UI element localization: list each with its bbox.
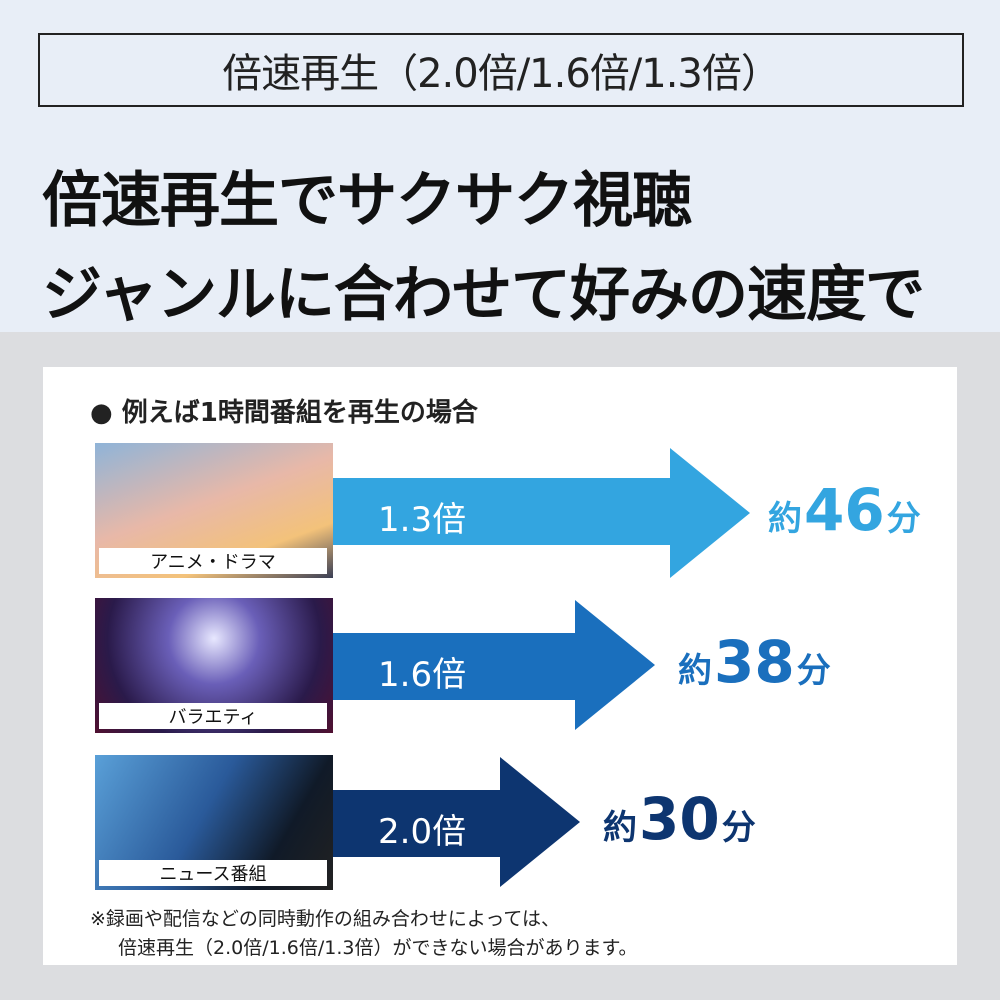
minutes: 30 — [639, 785, 720, 853]
result-time: 約 30 分 — [603, 785, 756, 853]
genre-label: バラエティ — [99, 703, 327, 729]
unit: 分 — [796, 651, 831, 691]
speed-label: 2.0倍 — [378, 812, 467, 852]
news-thumbnail: ニュース番組 — [95, 755, 333, 890]
speed-label: 1.6倍 — [378, 655, 467, 695]
headline-1: 倍速再生でサクサク視聴 — [42, 166, 692, 236]
speed-label: 1.3倍 — [378, 500, 467, 540]
unit: 分 — [721, 808, 756, 848]
anime-drama-thumbnail: アニメ・ドラマ — [95, 443, 333, 578]
headline-2: ジャンルに合わせて好みの速度で — [42, 260, 925, 330]
section-title: ● 例えば1時間番組を再生の場合 — [90, 398, 478, 428]
minutes: 46 — [804, 476, 885, 544]
footnote: ※録画や配信などの同時動作の組み合わせによっては、 倍速再生（2.0倍/1.6倍… — [90, 905, 638, 963]
title-box: 倍速再生（2.0倍/1.6倍/1.3倍） — [38, 33, 964, 107]
unit: 分 — [886, 499, 921, 539]
variety-thumbnail: バラエティ — [95, 598, 333, 733]
footnote-line: 倍速再生（2.0倍/1.6倍/1.3倍）ができない場合があります。 — [118, 937, 638, 959]
result-time: 約 46 分 — [768, 476, 921, 544]
prefix: 約 — [678, 651, 712, 691]
result-time: 約 38 分 — [678, 628, 831, 696]
genre-label: ニュース番組 — [99, 860, 327, 886]
footnote-line: ※録画や配信などの同時動作の組み合わせによっては、 — [90, 908, 561, 930]
minutes: 38 — [714, 628, 795, 696]
title: 倍速再生（2.0倍/1.6倍/1.3倍） — [222, 51, 781, 97]
header-band — [0, 0, 1000, 332]
prefix: 約 — [603, 808, 637, 848]
prefix: 約 — [768, 499, 802, 539]
genre-label: アニメ・ドラマ — [99, 548, 327, 574]
